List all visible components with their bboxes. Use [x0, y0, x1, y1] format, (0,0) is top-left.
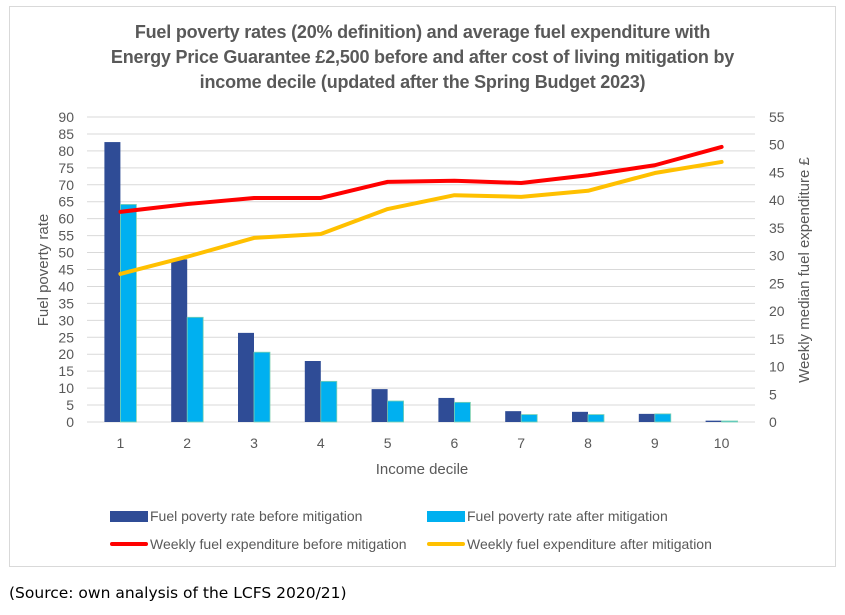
- x-tick-label: 6: [451, 435, 459, 451]
- y-tick-label: 5: [66, 397, 74, 413]
- legend-item-line-before: Weekly fuel expenditure before mitigatio…: [110, 536, 407, 552]
- bar: [171, 259, 188, 422]
- legend-swatch: [427, 510, 465, 522]
- x-tick-label: 10: [714, 435, 730, 451]
- lines: [118, 144, 724, 276]
- bar: [638, 413, 655, 422]
- x-tick-label: 2: [183, 435, 191, 451]
- bar: [453, 401, 471, 423]
- x-axis-label: Income decile: [376, 461, 469, 478]
- chart-title-line: Fuel poverty rates (20% definition) and …: [134, 22, 711, 42]
- y-tick-label: 55: [58, 228, 74, 244]
- y-tick-label: 60: [58, 211, 74, 227]
- bar: [320, 380, 338, 423]
- legend-label: Fuel poverty rate before mitigation: [150, 508, 363, 524]
- legend-swatch: [110, 510, 148, 522]
- y-tick-label: 50: [58, 245, 74, 261]
- series-line: [118, 159, 724, 276]
- bar: [104, 142, 121, 423]
- bar: [587, 414, 605, 423]
- y2-tick-label: 45: [769, 164, 785, 180]
- x-tick-label: 3: [250, 435, 258, 451]
- bar: [505, 411, 522, 422]
- y2-tick-label: 15: [769, 331, 785, 347]
- x-tick-label: 4: [317, 435, 325, 451]
- legend-swatch: [427, 542, 465, 546]
- bar: [438, 397, 455, 422]
- x-tick-label: 5: [384, 435, 392, 451]
- y2-tick-label: 25: [769, 275, 785, 291]
- bar: [387, 400, 405, 423]
- bar: [238, 332, 254, 422]
- y-tick-label: 35: [58, 295, 74, 311]
- legend-swatch: [110, 542, 148, 546]
- y-tick-label: 70: [58, 177, 74, 193]
- chart-title-line: income decile (updated after the Spring …: [199, 72, 646, 92]
- x-tick-label: 9: [651, 435, 659, 451]
- y2-tick-label: 55: [769, 109, 785, 125]
- bar: [654, 413, 672, 423]
- y-tick-label: 10: [58, 380, 74, 396]
- x-axis: 1 2 3 4 5 6 7 8 9 10: [117, 435, 730, 451]
- source-note: (Source: own analysis of the LCFS 2020/2…: [9, 584, 347, 602]
- bar: [371, 389, 388, 422]
- bar: [572, 411, 588, 422]
- y-tick-label: 30: [58, 312, 74, 328]
- x-tick-label: 7: [517, 435, 525, 451]
- chart-title: Fuel poverty rates (20% definition) and …: [9, 20, 836, 95]
- y2-axis-label: Weekly median fuel expenditure £: [796, 157, 813, 383]
- y2-tick-label: 30: [769, 248, 785, 264]
- bar: [721, 420, 738, 423]
- legend-label: Weekly fuel expenditure after mitigation: [467, 536, 712, 552]
- y-axis-right: 0 5 10 15 20 25 30 35 40 45 50 55: [769, 109, 785, 430]
- y2-tick-label: 5: [769, 386, 777, 402]
- legend-item-line-after: Weekly fuel expenditure after mitigation: [427, 536, 712, 552]
- bar: [253, 351, 271, 423]
- y-tick-label: 75: [58, 160, 74, 176]
- y2-tick-label: 40: [769, 192, 785, 208]
- bar: [705, 420, 722, 422]
- y-tick-label: 20: [58, 346, 74, 362]
- bar: [304, 361, 321, 422]
- y-tick-label: 40: [58, 278, 74, 294]
- chart-title-line: Energy Price Guarantee £2,500 before and…: [110, 47, 735, 67]
- y-tick-label: 90: [58, 109, 74, 125]
- y-tick-label: 85: [58, 126, 74, 142]
- legend-item-bar-before: Fuel poverty rate before mitigation: [110, 508, 362, 524]
- x-tick-label: 8: [584, 435, 592, 451]
- y2-tick-label: 50: [769, 137, 785, 153]
- x-tick-label: 1: [117, 435, 125, 451]
- legend-label: Fuel poverty rate after mitigation: [467, 508, 668, 524]
- bar: [120, 204, 137, 423]
- y-tick-label: 45: [58, 262, 74, 278]
- y2-tick-label: 10: [769, 359, 785, 375]
- y2-tick-label: 20: [769, 303, 785, 319]
- y-tick-label: 0: [66, 414, 74, 430]
- legend-label: Weekly fuel expenditure before mitigatio…: [150, 536, 407, 552]
- y-tick-label: 80: [58, 143, 74, 159]
- y-tick-label: 25: [58, 329, 74, 345]
- bar: [520, 414, 538, 423]
- series-line: [118, 144, 724, 214]
- y-tick-label: 65: [58, 194, 74, 210]
- legend-item-bar-after: Fuel poverty rate after mitigation: [427, 508, 668, 524]
- y2-tick-label: 0: [769, 414, 777, 430]
- y-tick-label: 15: [58, 363, 74, 379]
- bar: [186, 316, 204, 423]
- bars: [104, 142, 738, 423]
- y-axis-label: Fuel poverty rate: [35, 214, 52, 327]
- y2-tick-label: 35: [769, 220, 785, 236]
